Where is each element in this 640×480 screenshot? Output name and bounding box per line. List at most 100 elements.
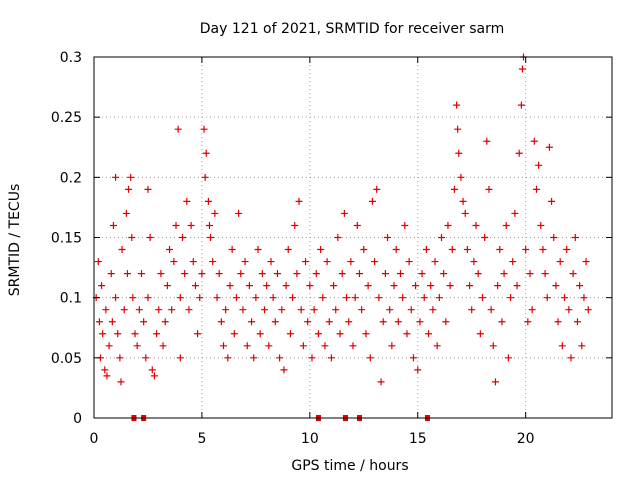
data-point: [235, 209, 243, 217]
data-point: [215, 270, 223, 278]
data-point: [366, 354, 374, 362]
data-point: [444, 221, 452, 229]
data-point: [416, 318, 424, 326]
data-point: [191, 282, 199, 290]
data-point: [168, 306, 176, 314]
data-point: [479, 294, 486, 302]
data-point: [567, 354, 575, 362]
data-point: [302, 258, 310, 266]
data-point: [217, 318, 225, 326]
data-point: [450, 185, 458, 193]
data-point: [399, 294, 407, 302]
data-point: [276, 354, 284, 362]
data-point: [204, 197, 212, 205]
data-point: [142, 354, 150, 362]
data-point: [528, 306, 536, 314]
data-point: [116, 354, 124, 362]
data-point: [384, 234, 392, 241]
data-point: [226, 282, 234, 290]
data-point: [440, 270, 448, 278]
data-point: [174, 125, 182, 133]
data-point: [561, 294, 569, 302]
data-point: [468, 306, 476, 314]
data-point: [545, 143, 553, 151]
data-point: [409, 354, 417, 362]
data-point: [427, 282, 435, 290]
chart-title: Day 121 of 2021, SRMTID for receiver sar…: [200, 21, 504, 37]
data-point: [207, 234, 215, 241]
data-point: [120, 306, 128, 314]
data-point: [112, 294, 120, 302]
data-point: [178, 234, 186, 241]
y-axis-label: SRMTID / TECUs: [7, 184, 23, 297]
data-point: [420, 294, 428, 302]
data-point: [554, 318, 562, 326]
data-point: [321, 342, 329, 350]
data-point: [459, 197, 467, 205]
data-point: [558, 342, 566, 350]
data-point: [127, 173, 135, 181]
data-point: [343, 294, 351, 302]
data-point: [133, 342, 141, 350]
data-point: [571, 234, 579, 241]
data-point: [537, 221, 545, 229]
data-point: [99, 330, 107, 338]
data-point: [515, 149, 523, 157]
data-point: [532, 185, 540, 193]
x-tick-label: 20: [517, 431, 535, 447]
data-point: [353, 221, 361, 229]
data-point: [201, 173, 209, 181]
data-point: [222, 306, 230, 314]
data-point: [457, 173, 465, 181]
data-point: [429, 306, 437, 314]
data-point: [312, 270, 320, 278]
data-point: [425, 330, 433, 338]
x-tick-label: 10: [301, 431, 319, 447]
data-point: [338, 270, 346, 278]
data-point: [396, 270, 404, 278]
data-point: [355, 270, 363, 278]
data-point: [522, 246, 530, 254]
data-point: [489, 342, 497, 350]
data-point: [224, 354, 232, 362]
data-point: [146, 234, 154, 241]
data-point: [176, 294, 184, 302]
data-point: [474, 270, 482, 278]
data-point: [414, 366, 422, 374]
data-point: [386, 306, 394, 314]
data-point: [254, 246, 262, 254]
data-point: [351, 294, 359, 302]
data-point: [265, 342, 273, 350]
data-point: [373, 185, 381, 193]
data-point: [347, 258, 355, 266]
data-point: [131, 330, 139, 338]
data-point: [128, 234, 136, 241]
data-point: [332, 306, 340, 314]
data-point: [317, 246, 325, 254]
data-point: [293, 270, 301, 278]
data-point: [412, 282, 420, 290]
data-point: [205, 221, 213, 229]
data-point: [289, 294, 297, 302]
data-point: [500, 270, 508, 278]
data-point: [377, 378, 385, 386]
data-point: [282, 282, 290, 290]
data-point: [535, 161, 543, 169]
data-point: [517, 101, 525, 109]
data-point: [144, 294, 152, 302]
data-point: [103, 372, 111, 380]
data-point: [181, 270, 189, 278]
data-point: [371, 258, 379, 266]
data-point: [252, 294, 260, 302]
data-point: [323, 258, 331, 266]
data-point: [526, 270, 534, 278]
data-point: [485, 185, 493, 193]
data-point: [580, 294, 588, 302]
data-points: [92, 53, 592, 386]
data-point: [237, 270, 245, 278]
data-point: [166, 246, 174, 254]
data-point: [448, 246, 456, 254]
data-point: [543, 294, 551, 302]
data-point: [336, 330, 344, 338]
data-point: [446, 282, 454, 290]
